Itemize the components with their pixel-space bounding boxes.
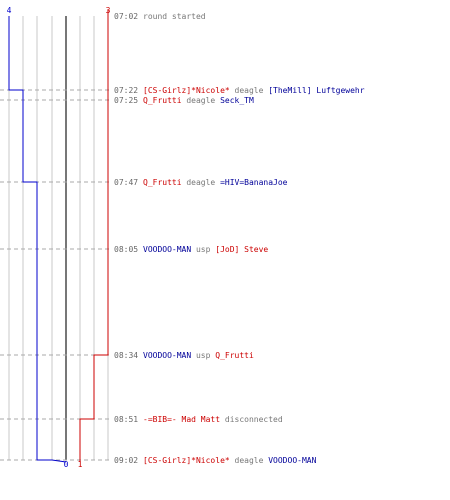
red-team-player: [CS-Girlz]*Nicole* [143,456,230,465]
blue-team-player: Seck_TM [220,96,254,105]
event-time: 07:47 [114,178,138,187]
red-team-player: Q_Frutti [215,351,254,360]
event-row: 08:34 VOODOO-MAN usp Q_Frutti [114,351,254,360]
event-text: Q_Frutti deagle =HIV=BananaJoe [143,178,288,187]
event-time: 08:34 [114,351,138,360]
event-text: Q_Frutti deagle Seck_TM [143,96,254,105]
red-team-player: [JoD] Steve [215,245,268,254]
event-action: disconnected [220,415,283,424]
red-team-player: -=BIB=- Mad Matt [143,415,220,424]
red-team-player: Q_Frutti [143,96,182,105]
event-action: usp [191,245,215,254]
event-time: 07:25 [114,96,138,105]
blue-team-player: VOODOO-MAN [143,351,191,360]
event-row: 07:02 round started [114,12,206,21]
blue-team-end-count: 0 [64,460,69,469]
event-text: -=BIB=- Mad Matt disconnected [143,415,283,424]
event-text: [CS-Girlz]*Nicole* deagle [TheMill] Luft… [143,86,365,95]
event-action: deagle [230,456,269,465]
event-action: deagle [230,86,269,95]
red-team-end-count: 1 [78,460,83,469]
event-action: deagle [182,96,221,105]
event-time: 07:02 [114,12,138,21]
event-row: 09:02 [CS-Girlz]*Nicole* deagle VOODOO-MA… [114,456,317,465]
event-row: 07:47 Q_Frutti deagle =HIV=BananaJoe [114,178,288,187]
player-grid [8,16,109,460]
event-text: VOODOO-MAN usp [JoD] Steve [143,245,268,254]
event-row: 07:22 [CS-Girlz]*Nicole* deagle [TheMill]… [114,86,365,95]
blue-team-player: VOODOO-MAN [143,245,191,254]
event-action: round started [143,12,206,21]
blue-team-player: [TheMill] Luftgewehr [268,86,365,95]
event-row: 08:05 VOODOO-MAN usp [JoD] Steve [114,245,268,254]
event-time: 08:05 [114,245,138,254]
event-action: usp [191,351,215,360]
event-log: 07:02 round started 07:22 [CS-Girlz]*Nicole… [114,12,365,465]
event-row: 08:51 -=BIB=- Mad Matt disconnected [114,415,283,424]
event-action: deagle [182,178,221,187]
blue-team-start-count: 4 [7,6,12,15]
blue-team-alive-line [8,16,67,463]
blue-team-player: VOODOO-MAN [268,456,316,465]
blue-team-player: =HIV=BananaJoe [220,178,288,187]
event-text: [CS-Girlz]*Nicole* deagle VOODOO-MAN [143,456,317,465]
red-team-player: [CS-Girlz]*Nicole* [143,86,230,95]
event-text: round started [143,12,206,21]
event-row: 07:25 Q_Frutti deagle Seck_TM [114,96,254,105]
event-text: VOODOO-MAN usp Q_Frutti [143,351,254,360]
event-time: 09:02 [114,456,138,465]
red-team-player: Q_Frutti [143,178,182,187]
red-team-alive-line [79,10,109,462]
event-time: 08:51 [114,415,138,424]
red-team-start-count: 3 [106,6,111,15]
event-time: 07:22 [114,86,138,95]
